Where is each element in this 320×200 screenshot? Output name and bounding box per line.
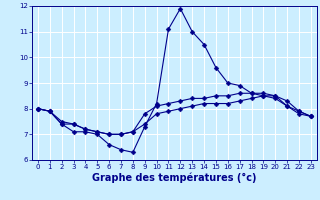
X-axis label: Graphe des températures (°c): Graphe des températures (°c) (92, 173, 257, 183)
